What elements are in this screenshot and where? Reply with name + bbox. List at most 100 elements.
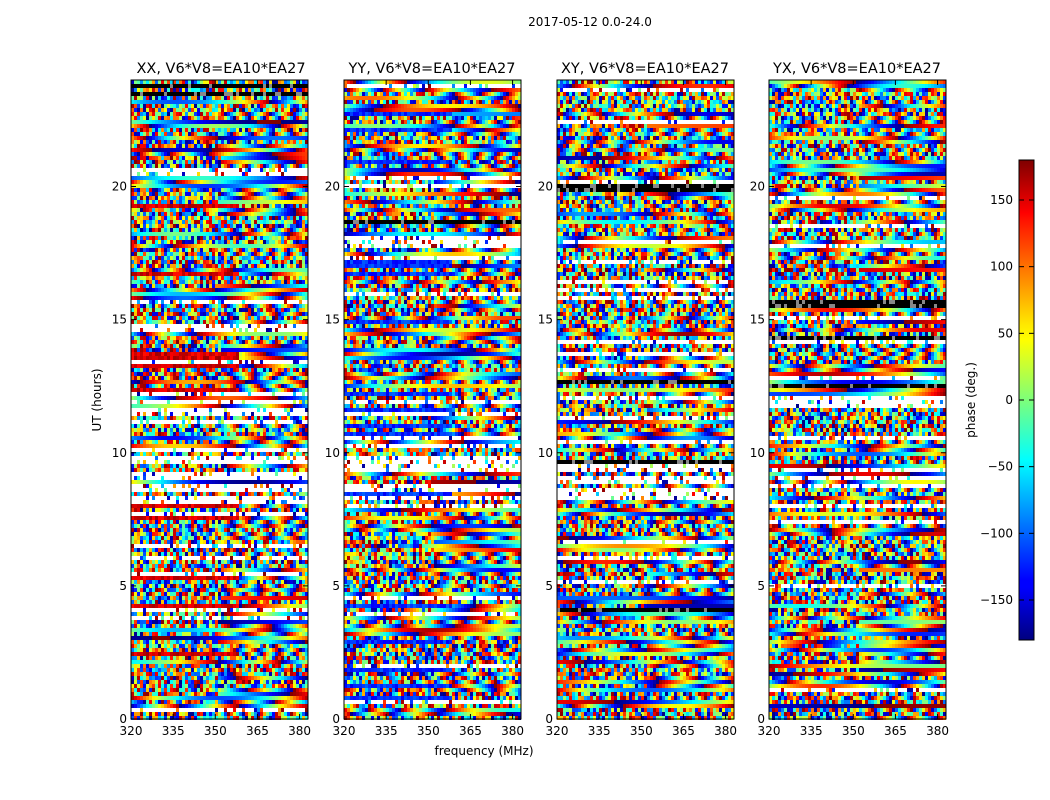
heatmap-cell: [152, 188, 155, 192]
heatmap-cell: [185, 428, 188, 432]
heatmap-cell: [197, 436, 200, 440]
heatmap-cell: [257, 224, 260, 228]
heatmap-cell: [290, 212, 293, 216]
heatmap-cell: [305, 336, 308, 340]
heatmap-cell: [200, 396, 203, 400]
heatmap-cell: [134, 344, 137, 348]
heatmap-cell: [218, 116, 221, 120]
heatmap-cell: [188, 316, 191, 320]
heatmap-cell: [215, 100, 218, 104]
heatmap-cell: [212, 224, 215, 228]
heatmap-cell: [269, 152, 272, 156]
heatmap-cell: [140, 248, 143, 252]
heatmap-cell: [155, 224, 158, 228]
heatmap-cell: [218, 148, 221, 152]
heatmap-cell: [137, 180, 140, 184]
heatmap-cell: [281, 368, 284, 372]
heatmap-cell: [194, 364, 197, 368]
heatmap-cell: [269, 316, 272, 320]
heatmap-cell: [254, 216, 257, 220]
heatmap-cell: [134, 452, 137, 456]
heatmap-cell: [215, 292, 218, 296]
heatmap-cell: [278, 232, 281, 236]
heatmap-cell: [263, 96, 266, 100]
heatmap-cell: [284, 132, 287, 136]
heatmap-cell: [233, 340, 236, 344]
heatmap-cell: [209, 220, 212, 224]
heatmap-cell: [230, 368, 233, 372]
heatmap-cell: [221, 280, 224, 284]
heatmap-cell: [167, 436, 170, 440]
heatmap-cell: [158, 380, 161, 384]
heatmap-cell: [140, 432, 143, 436]
heatmap-cell: [182, 200, 185, 204]
heatmap-cell: [278, 212, 281, 216]
heatmap-cell: [167, 396, 170, 400]
heatmap-cell: [179, 380, 182, 384]
heatmap-cell: [221, 192, 224, 196]
heatmap-cell: [245, 248, 248, 252]
heatmap-cell: [233, 84, 236, 88]
heatmap-cell: [248, 340, 251, 344]
heatmap-cell: [233, 336, 236, 340]
heatmap-cell: [233, 216, 236, 220]
heatmap-cell: [206, 256, 209, 260]
heatmap-cell: [200, 236, 203, 240]
heatmap-cell: [197, 164, 200, 168]
heatmap-cell: [212, 296, 215, 300]
heatmap-cell: [221, 340, 224, 344]
heatmap-cell: [209, 380, 212, 384]
heatmap-cell: [146, 144, 149, 148]
heatmap-cell: [185, 124, 188, 128]
heatmap-cell: [257, 404, 260, 408]
heatmap-cell: [251, 352, 254, 356]
heatmap-cell: [248, 260, 251, 264]
heatmap-cell: [227, 436, 230, 440]
heatmap-cell: [176, 332, 179, 336]
heatmap-cell: [296, 80, 299, 84]
heatmap-cell: [194, 288, 197, 292]
heatmap-cell: [242, 148, 245, 152]
heatmap-cell: [239, 188, 242, 192]
heatmap-cell: [209, 452, 212, 456]
heatmap-cell: [158, 376, 161, 380]
heatmap-cell: [275, 396, 278, 400]
heatmap-cell: [296, 116, 299, 120]
heatmap-cell: [305, 84, 308, 88]
heatmap-cell: [260, 348, 263, 352]
heatmap-cell: [209, 432, 212, 436]
heatmap-cell: [194, 212, 197, 216]
heatmap-cell: [134, 296, 137, 300]
heatmap-cell: [269, 164, 272, 168]
heatmap-cell: [179, 240, 182, 244]
heatmap-cell: [221, 388, 224, 392]
heatmap-cell: [260, 376, 263, 380]
heatmap-cell: [242, 164, 245, 168]
heatmap-cell: [293, 312, 296, 316]
heatmap-cell: [302, 208, 305, 212]
heatmap-cell: [158, 160, 161, 164]
heatmap-cell: [149, 232, 152, 236]
heatmap-cell: [257, 256, 260, 260]
heatmap-cell: [257, 80, 260, 84]
heatmap-cell: [251, 252, 254, 256]
heatmap-cell: [254, 244, 257, 248]
heatmap-cell: [227, 256, 230, 260]
heatmap-cell: [251, 176, 254, 180]
heatmap-cell: [245, 288, 248, 292]
heatmap-cell: [143, 104, 146, 108]
heatmap-cell: [140, 420, 143, 424]
heatmap-cell: [197, 320, 200, 324]
heatmap-cell: [212, 156, 215, 160]
heatmap-cell: [212, 304, 215, 308]
heatmap-cell: [245, 436, 248, 440]
heatmap-cell: [305, 216, 308, 220]
heatmap-cell: [299, 160, 302, 164]
heatmap-cell: [260, 244, 263, 248]
heatmap-cell: [272, 320, 275, 324]
heatmap-cell: [152, 316, 155, 320]
heatmap-cell: [179, 156, 182, 160]
heatmap-cell: [233, 116, 236, 120]
heatmap-cell: [263, 84, 266, 88]
heatmap-cell: [236, 188, 239, 192]
